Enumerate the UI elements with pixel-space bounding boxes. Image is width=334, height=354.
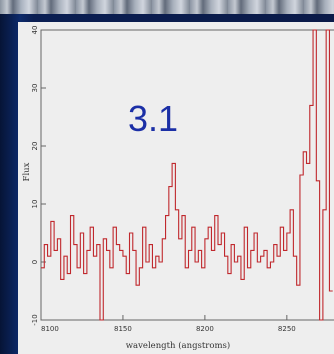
x-axis-label: wavelength (angstroms) <box>126 340 230 351</box>
y-tick-label: 10 <box>31 200 39 209</box>
y-tick-label: 30 <box>31 84 39 93</box>
x-tick-label: 8150 <box>114 325 132 333</box>
spectrum-plot: 8100 8150 8200 8250 -10 0 10 20 30 40 wavelength … <box>18 22 334 354</box>
y-tick-label: 40 <box>31 26 39 35</box>
slide-overlay-number: 3.1 <box>128 98 179 139</box>
plot-frame <box>40 29 334 321</box>
header-image-strip <box>0 0 334 14</box>
x-tick-label: 8250 <box>278 325 296 333</box>
y-tick-label: -10 <box>31 314 39 325</box>
y-tick-label: 20 <box>31 142 39 151</box>
spectrum-chart: 8100 8150 8200 8250 -10 0 10 20 30 40 wavelength … <box>22 26 334 351</box>
x-tick-label: 8200 <box>196 325 214 333</box>
y-axis-label: Flux <box>22 162 32 181</box>
x-tick-label: 8100 <box>41 325 59 333</box>
spectrum-series-line <box>41 29 333 321</box>
y-tick-label: 0 <box>31 260 39 264</box>
